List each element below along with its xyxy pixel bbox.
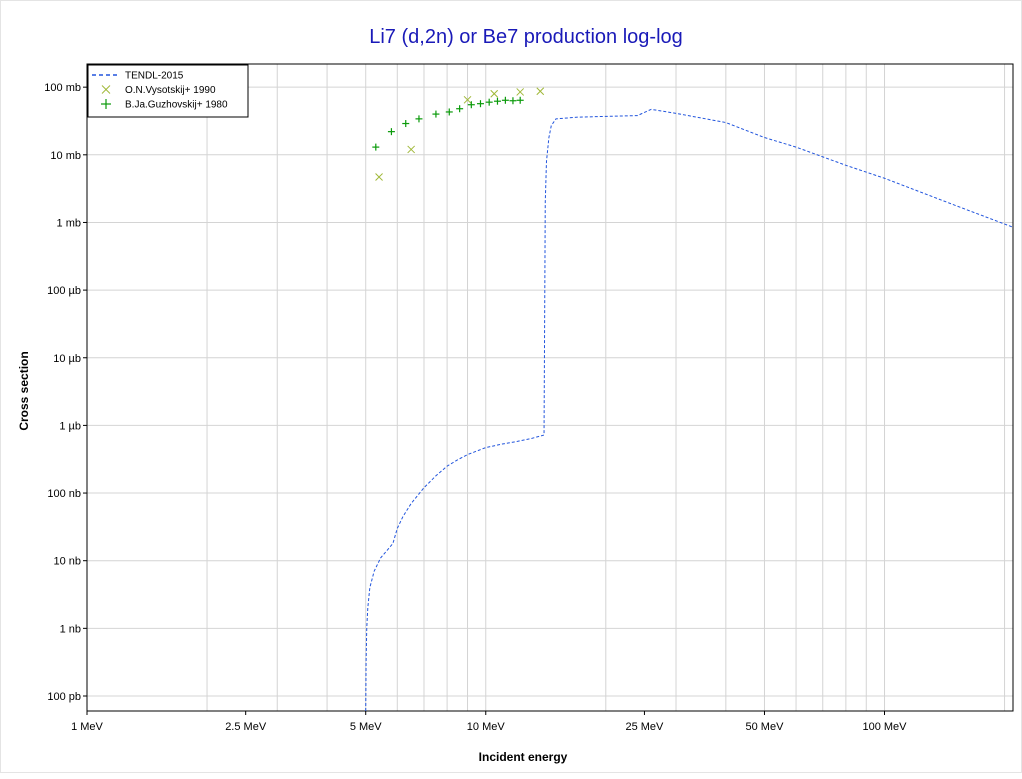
legend-label: B.Ja.Guzhovskij+ 1980 <box>125 100 228 111</box>
y-tick-label: 100 pb <box>47 691 81 703</box>
y-tick-label: 100 µb <box>47 285 81 297</box>
y-tick-label: 1 nb <box>60 623 81 635</box>
x-marker-stroke <box>536 87 545 96</box>
guzhovskij-point <box>501 96 509 104</box>
x-marker-stroke <box>101 85 111 94</box>
y-tick-label: 100 nb <box>47 488 81 500</box>
legend-label: TENDL-2015 <box>125 71 184 82</box>
y-tick-label: 10 mb <box>50 150 81 162</box>
x-tick-label: 25 MeV <box>625 721 664 733</box>
y-axis: 100 pb 1 nb 10 nb 100 nb 1 µb 10 µb 100 µb 1 mb… <box>44 82 87 703</box>
x-marker-stroke <box>516 88 525 96</box>
y-axis-title: Cross section <box>17 351 31 430</box>
guzhovskij-point <box>516 96 524 104</box>
x-tick-label: 50 MeV <box>746 721 785 733</box>
y-tick-label: 10 nb <box>53 556 81 568</box>
guzhovskij-point <box>467 101 475 109</box>
vysotskij-point <box>490 89 499 98</box>
legend-swatch-vysotskij <box>101 85 111 94</box>
legend: TENDL-2015 O.N.Vysotskij+ 1990 B.Ja.Guzhov… <box>87 64 249 118</box>
x-marker-stroke <box>375 173 383 181</box>
guzhovskij-point <box>509 97 517 105</box>
vysotskij-point <box>375 173 383 181</box>
chart-title: Li7 (d,2n) or Be7 production log-log <box>369 26 683 48</box>
guzhovskij-point <box>415 115 423 123</box>
y-tick-label: 1 µb <box>59 420 81 432</box>
x-tick-label: 5 MeV <box>350 721 382 733</box>
legend-swatch-guzhovskij <box>101 99 111 109</box>
vysotskij-point <box>407 145 416 154</box>
guzhovskij-point <box>456 105 464 113</box>
x-marker-stroke <box>407 145 416 154</box>
x-tick-label: 10 MeV <box>467 721 506 733</box>
guzhovskij-point <box>445 108 453 116</box>
vysotskij-point <box>536 87 545 96</box>
legend-label: O.N.Vysotskij+ 1990 <box>125 85 216 96</box>
x-marker-stroke <box>463 95 472 104</box>
guzhovskij-point <box>476 100 484 108</box>
y-tick-label: 100 mb <box>44 82 81 94</box>
y-tick-label: 10 µb <box>53 353 81 365</box>
x-axis-title: Incident energy <box>479 750 568 764</box>
legend-box <box>87 64 249 118</box>
y-tick-label: 1 mb <box>57 217 81 229</box>
x-axis: 1 MeV 2.5 MeV 5 MeV 10 MeV 25 MeV 50 MeV 100 M… <box>71 711 907 733</box>
guzhovskij-point <box>432 110 440 118</box>
guzhovskij-point <box>387 128 395 136</box>
vysotskij-point <box>463 95 472 104</box>
x-marker-stroke <box>490 89 499 98</box>
x-tick-label: 1 MeV <box>71 721 103 733</box>
guzhovskij-point <box>493 97 501 105</box>
guzhovskij-point <box>402 120 410 128</box>
tendl-2015-line <box>365 108 1014 712</box>
x-tick-label: 2.5 MeV <box>225 721 267 733</box>
guzhovskij-point <box>372 143 380 151</box>
grid <box>86 64 1013 711</box>
series-layer <box>365 87 1014 712</box>
vysotskij-point <box>516 88 525 96</box>
plot-area-border <box>86 63 1014 712</box>
x-tick-label: 100 MeV <box>862 721 907 733</box>
guzhovskij-point <box>485 98 493 106</box>
